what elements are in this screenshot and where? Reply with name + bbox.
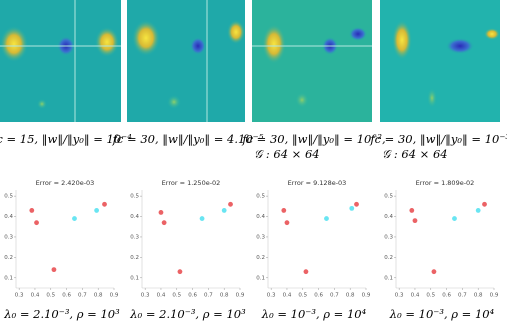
x-tick-label: 0.8 (220, 293, 229, 299)
y-tick-label: 0.1 (4, 275, 13, 281)
x-tick-label: 0.5 (298, 293, 307, 299)
y-tick-label: 0.5 (256, 194, 265, 200)
x-tick-label: 0.9 (490, 293, 499, 299)
caption: fc = 30, ‖w‖/‖y₀‖ = 4.10⁻⁵ (112, 132, 264, 147)
x-tick-label: 0.6 (314, 293, 323, 299)
x-tick-label: 0.7 (204, 293, 213, 299)
x-tick-label: 0.4 (411, 293, 420, 299)
x-tick-label: 0.8 (346, 293, 355, 299)
point (409, 208, 415, 213)
plot-title: Error = 1.250e-02 (162, 179, 221, 187)
x-tick-label: 0.9 (236, 293, 245, 299)
y-tick-label: 0.4 (4, 214, 13, 220)
y-tick-label: 0.2 (130, 255, 139, 261)
plot-title: Error = 2.420e-03 (36, 179, 95, 187)
y-tick-label: 0.2 (4, 255, 13, 261)
caption: fc = 15, ‖w‖/‖y₀‖ = 10⁻⁴ (0, 132, 132, 147)
x-tick-label: 0.7 (458, 293, 467, 299)
caption: fc = 30, ‖w‖/‖y₀‖ = 10⁻², (241, 132, 385, 147)
x-tick-label: 0.8 (474, 293, 483, 299)
y-tick-label: 0.5 (4, 194, 13, 200)
x-tick-label: 0.5 (46, 293, 55, 299)
x-tick-label: 0.4 (31, 293, 40, 299)
point (281, 208, 287, 213)
point (303, 269, 309, 275)
plot-title: Error = 9.128e-03 (288, 179, 347, 187)
point (431, 269, 437, 275)
point (34, 220, 39, 226)
y-tick-label: 0.2 (256, 255, 265, 261)
point (284, 220, 290, 226)
caption: 𝒢 : 64 × 64 (254, 147, 320, 161)
y-tick-label: 0.4 (256, 214, 265, 220)
x-tick-label: 0.3 (15, 293, 24, 299)
plot-title: Error = 1.809e-02 (416, 179, 475, 187)
heatmap (127, 0, 245, 122)
point (94, 208, 100, 213)
x-tick-label: 0.5 (426, 293, 435, 299)
point (482, 201, 487, 207)
point (51, 267, 57, 273)
point (452, 216, 457, 221)
y-tick-label: 0.4 (130, 214, 139, 220)
y-tick-label: 0.3 (256, 234, 265, 240)
point (324, 216, 329, 221)
y-tick-label: 0.1 (130, 275, 139, 281)
point (412, 218, 418, 224)
point (29, 208, 35, 213)
x-tick-label: 0.4 (157, 293, 166, 299)
x-tick-label: 0.3 (395, 293, 404, 299)
heatmap (380, 0, 500, 122)
x-tick-label: 0.9 (362, 293, 371, 299)
point (161, 220, 167, 226)
x-tick-label: 0.3 (267, 293, 276, 299)
x-tick-label: 0.3 (141, 293, 150, 299)
y-tick-label: 0.5 (130, 194, 139, 200)
heatmap (252, 0, 372, 122)
y-tick-label: 0.3 (130, 234, 139, 240)
point (199, 216, 205, 221)
caption: λ₀ = 2.10⁻³, ρ = 10³ (129, 307, 246, 321)
y-tick-label: 0.3 (384, 234, 393, 240)
point (475, 208, 481, 213)
point (354, 201, 359, 207)
x-tick-label: 0.5 (172, 293, 181, 299)
point (72, 216, 77, 221)
x-tick-label: 0.4 (283, 293, 292, 299)
y-tick-label: 0.2 (384, 255, 393, 261)
caption: 𝒢 : 64 × 64 (382, 147, 448, 161)
y-tick-label: 0.1 (384, 275, 393, 281)
x-tick-label: 0.6 (442, 293, 451, 299)
y-tick-label: 0.5 (384, 194, 393, 200)
heatmap (0, 0, 121, 122)
caption: λ₀ = 10⁻³, ρ = 10⁴ (261, 307, 367, 321)
point (177, 269, 183, 275)
x-tick-label: 0.8 (94, 293, 103, 299)
caption: fc = 30, ‖w‖/‖y₀‖ = 10⁻³, (369, 132, 507, 147)
point (228, 201, 233, 207)
point (221, 208, 227, 213)
x-tick-label: 0.7 (330, 293, 339, 299)
y-tick-label: 0.1 (256, 275, 265, 281)
y-tick-label: 0.3 (4, 234, 13, 240)
caption: λ₀ = 2.10⁻³, ρ = 10³ (3, 307, 120, 321)
y-tick-label: 0.4 (384, 214, 393, 220)
point (158, 210, 164, 215)
point (349, 205, 355, 211)
x-tick-label: 0.6 (62, 293, 71, 299)
caption: λ₀ = 10⁻³, ρ = 10⁴ (389, 307, 495, 321)
x-tick-label: 0.6 (188, 293, 197, 299)
x-tick-label: 0.9 (110, 293, 119, 299)
point (102, 201, 107, 207)
x-tick-label: 0.7 (78, 293, 87, 299)
